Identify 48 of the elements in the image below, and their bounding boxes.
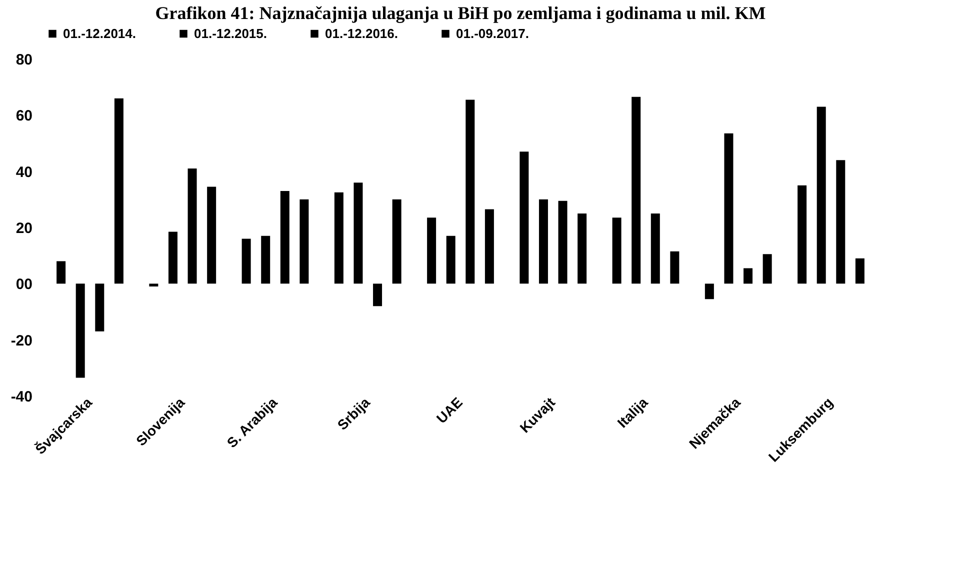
bar (242, 238, 251, 284)
bar (670, 251, 680, 284)
bar (538, 199, 548, 284)
bar (114, 98, 124, 284)
bar (373, 284, 382, 306)
bar (578, 213, 587, 284)
bar (744, 268, 753, 284)
y-tick-label: -40 (10, 388, 32, 406)
bar (855, 258, 864, 284)
bar (95, 284, 104, 332)
bar (300, 199, 309, 284)
legend-label: 01.-09.2017. (456, 26, 530, 41)
bar (798, 185, 807, 284)
bar (558, 200, 568, 284)
y-tick-label: 40 (16, 164, 32, 181)
bar (392, 199, 402, 284)
y-tick-label: 20 (16, 220, 32, 237)
y-tick-label: 60 (16, 108, 32, 125)
bar (188, 168, 197, 284)
bar (466, 100, 475, 284)
bar (207, 186, 216, 284)
bar (836, 160, 846, 284)
bar (612, 218, 622, 284)
bar (280, 190, 290, 284)
bar (354, 182, 363, 284)
bar (632, 96, 641, 284)
bar (762, 254, 772, 284)
legend-label: 01.-12.2015. (194, 26, 268, 41)
bar (334, 192, 344, 284)
bar (427, 218, 436, 284)
bar (446, 236, 456, 284)
chart-title: Grafikon 41: Najznačajnija ulaganja u BiH po zemljama i godinama u mil. KM (155, 3, 766, 23)
bar (816, 106, 826, 284)
y-tick-label: 00 (16, 276, 32, 294)
y-tick-label: -20 (10, 332, 32, 350)
bar (650, 213, 660, 284)
bar (704, 284, 714, 300)
bar (520, 152, 529, 284)
legend-label: 01.-12.2014. (63, 26, 136, 41)
bar (724, 133, 734, 284)
bar (261, 236, 270, 284)
bar (484, 209, 494, 284)
y-tick-label: 80 (16, 52, 32, 68)
bar (76, 284, 85, 378)
bar (56, 261, 66, 284)
bar (149, 284, 158, 286)
bar (168, 232, 178, 284)
legend-label: 01.-12.2016. (325, 26, 398, 41)
